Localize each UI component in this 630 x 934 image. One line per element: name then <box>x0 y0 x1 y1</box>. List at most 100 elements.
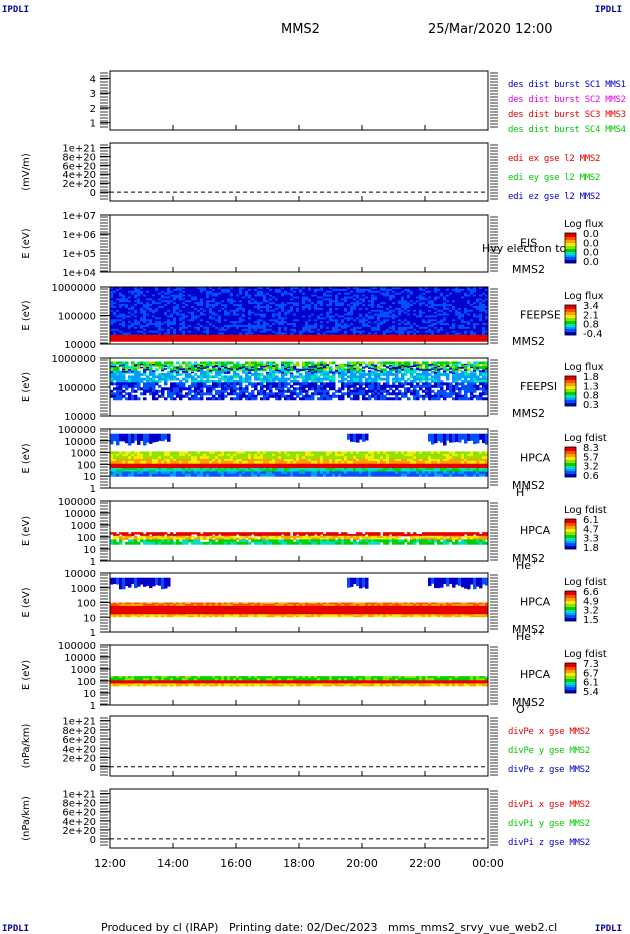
spectrogram-cell <box>206 306 210 309</box>
spectrogram-cell <box>218 330 222 334</box>
spectrogram-cell <box>227 313 231 316</box>
spectrogram-cell <box>284 288 288 292</box>
spectrogram-cell <box>287 321 291 324</box>
spectrogram-cell <box>113 328 117 332</box>
spectrogram-cell <box>158 321 162 324</box>
spectrogram-cell <box>269 298 273 301</box>
spectrogram-cell <box>125 397 129 401</box>
colorbar-segment <box>565 258 576 260</box>
spectrogram-cell <box>254 332 258 335</box>
spectrogram-cell <box>134 317 138 320</box>
spectrogram-cell <box>206 397 210 401</box>
spectrogram-cell <box>176 394 180 398</box>
spectrogram-cell <box>350 334 354 342</box>
spectrogram-cell <box>221 309 225 313</box>
spectrogram-cell <box>215 313 219 316</box>
spectrogram-cell <box>290 300 294 303</box>
spectrogram-cell <box>293 307 297 311</box>
spectrogram-cell <box>131 317 135 320</box>
spectrogram-cell <box>281 394 285 398</box>
spectrogram-cell <box>191 323 195 326</box>
spectrogram-cell <box>173 319 177 322</box>
spectrogram-cell <box>356 334 360 342</box>
spectrogram-cell <box>227 304 231 307</box>
spectrogram-cell <box>110 296 114 299</box>
spectrogram-cell <box>314 317 318 320</box>
spectrogram-cell <box>116 300 120 303</box>
spectrogram-cell <box>284 307 288 311</box>
spectrogram-cell <box>197 306 201 309</box>
spectrogram-cell <box>116 326 120 330</box>
spectrogram-cell <box>152 304 156 307</box>
spectrogram-cell <box>263 302 267 305</box>
spectrogram-cell <box>341 292 345 296</box>
spectrogram-cell <box>230 311 234 315</box>
spectrogram-cell <box>266 325 270 328</box>
spectrogram-cell <box>341 309 345 313</box>
spectrogram-cell <box>122 330 126 334</box>
spectrogram-cell <box>263 304 267 307</box>
spectrogram-cell <box>239 288 243 292</box>
spectrogram-cell <box>134 330 138 334</box>
spectrogram-cell <box>194 323 198 326</box>
spectrogram-cell <box>182 377 186 381</box>
spectrogram-cell <box>203 307 207 311</box>
spectrogram-cell <box>275 319 279 322</box>
spectrogram-cell <box>176 292 180 296</box>
spectrogram-cell <box>266 319 270 322</box>
spectrogram-cell <box>341 387 345 391</box>
spectrogram-cell <box>170 319 174 322</box>
spectrogram-cell <box>335 319 339 322</box>
spectrogram-cell <box>206 307 210 311</box>
spectrogram-cell <box>149 323 153 326</box>
spectrogram-cell <box>278 292 282 296</box>
spectrogram-cell <box>317 323 321 326</box>
spectrogram-cell <box>227 361 231 365</box>
spectrogram-cell <box>128 397 132 401</box>
spectrogram-cell <box>272 365 275 367</box>
spectrogram-cell <box>299 287 303 290</box>
spectrogram-cell <box>311 300 315 303</box>
spectrogram-cell <box>251 287 255 290</box>
spectrogram-cell <box>158 384 162 388</box>
spectrogram-cell <box>293 330 297 334</box>
spectrogram-cell <box>290 313 294 316</box>
spectrogram-cell <box>236 321 240 324</box>
spectrogram-cell <box>311 368 314 371</box>
spectrogram-cell <box>161 377 165 381</box>
spectrogram-cell <box>206 332 210 335</box>
spectrogram-cell <box>128 292 132 296</box>
spectrogram-cell <box>125 300 129 303</box>
spectrogram-cell <box>110 325 114 328</box>
spectrogram-cell <box>236 326 240 330</box>
spectrogram-cell <box>332 313 336 316</box>
spectrogram-cell <box>290 298 294 301</box>
spectrogram-cell <box>140 392 144 396</box>
spectrogram-cell <box>188 298 192 301</box>
spectrogram-cell <box>377 334 381 342</box>
spectrogram-cell <box>116 298 120 301</box>
spectrogram-cell <box>236 330 240 334</box>
spectrogram-cell <box>209 292 213 296</box>
spectrogram-cell <box>254 330 258 334</box>
spectrogram-cell <box>323 332 327 335</box>
spectrogram-cell <box>200 323 204 326</box>
spectrogram-cell <box>245 296 249 299</box>
spectrogram-cell <box>194 317 198 320</box>
spectrogram-cell <box>155 363 159 367</box>
spectrogram-cell <box>170 377 174 381</box>
spectrogram-cell <box>287 382 291 386</box>
spectrogram-cell <box>215 375 219 379</box>
spectrogram-cell <box>116 309 120 313</box>
spectrogram-cell <box>140 317 144 320</box>
spectrogram-cell <box>113 319 117 322</box>
spectrogram-cell <box>245 313 249 316</box>
spectrogram-cell <box>182 317 186 320</box>
spectrogram-cell <box>245 317 249 320</box>
spectrogram-cell <box>332 287 336 290</box>
spectrogram-cell <box>272 321 276 324</box>
spectrogram-cell <box>167 304 171 307</box>
spectrogram-cell <box>332 306 336 309</box>
spectrogram-cell <box>110 304 114 307</box>
spectrogram-cell <box>137 319 141 322</box>
